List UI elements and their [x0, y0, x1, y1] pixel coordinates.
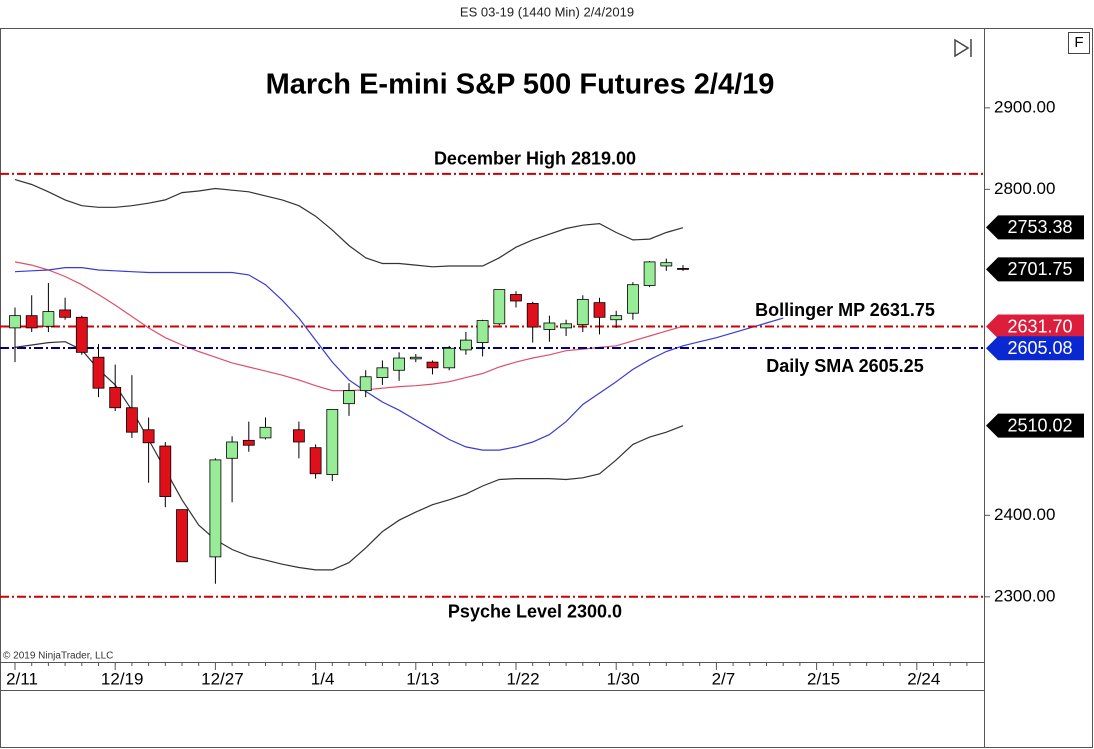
- credit: © 2019 NinjaTrader, LLC: [3, 651, 113, 662]
- candle-body: [510, 294, 522, 302]
- candle-body: [226, 441, 239, 459]
- candle-body: [9, 315, 21, 329]
- candle-body: [627, 284, 639, 314]
- candle-body: [493, 289, 506, 325]
- candle-body: [25, 315, 38, 329]
- candle-body: [443, 347, 456, 369]
- indicator-line: [14, 341, 684, 571]
- indicator-line: [14, 267, 784, 451]
- price-marker-label: 2631.70: [1007, 316, 1072, 336]
- candle-body: [543, 322, 556, 330]
- x-tick-label: 1/13: [406, 669, 439, 688]
- level-label: Psyche Level 2300.0: [448, 602, 622, 622]
- level-label: December High 2819.00: [434, 149, 636, 169]
- candle-body: [92, 356, 105, 389]
- candle-body: [610, 315, 623, 321]
- y-tick-label: 2900.00: [994, 97, 1055, 116]
- candle-body: [476, 320, 489, 343]
- x-tick-label: 12/27: [201, 669, 244, 688]
- candle-body: [75, 316, 88, 353]
- price-marker: [986, 413, 1084, 438]
- candle-body: [593, 302, 606, 318]
- candle-body: [393, 357, 406, 371]
- x-tick-label: 12/19: [101, 669, 144, 688]
- chart-header: ES 03-19 (1440 Min) 2/4/2019: [460, 4, 634, 19]
- candle-body: [309, 447, 322, 475]
- candle-body: [376, 367, 389, 378]
- y-tick-label: 2300.00: [994, 586, 1055, 605]
- candle-body: [677, 267, 689, 270]
- price-marker: [986, 215, 1084, 240]
- candle-body: [176, 509, 188, 563]
- candle-body: [660, 262, 673, 267]
- candle-body: [292, 429, 305, 443]
- level-label: Daily SMA 2605.25: [766, 356, 923, 376]
- candle-body: [643, 261, 656, 286]
- price-marker-label: 2701.75: [1007, 259, 1072, 279]
- level-label: Bollinger MP 2631.75: [755, 300, 935, 320]
- candle-body: [343, 390, 355, 405]
- candle-body: [242, 439, 255, 446]
- candle-body: [576, 298, 589, 326]
- candle-body: [259, 426, 272, 439]
- x-tick-label: 2/7: [712, 669, 736, 688]
- price-marker-label: 2753.38: [1007, 217, 1072, 237]
- x-tick-label: 2/24: [907, 669, 940, 688]
- indicator-line: [14, 179, 684, 268]
- f-button[interactable]: [1068, 32, 1090, 54]
- candle-body: [209, 459, 222, 558]
- price-marker: [986, 257, 1084, 282]
- x-tick-label: 2/15: [807, 669, 840, 688]
- candle-body: [526, 303, 539, 328]
- price-marker: [986, 336, 1084, 361]
- x-tick-label: 2/11: [6, 669, 38, 688]
- candle-body: [42, 311, 55, 327]
- candle-body: [426, 361, 439, 369]
- candle-body: [159, 445, 172, 497]
- y-tick-label: 2800.00: [994, 179, 1055, 198]
- play-icon: [954, 38, 970, 58]
- candle-body: [459, 339, 472, 351]
- price-marker-label: 2510.02: [1007, 415, 1072, 435]
- price-marker: [986, 314, 1084, 339]
- candle-body: [142, 429, 155, 444]
- scroll-end-button[interactable]: [954, 38, 972, 58]
- candle-body: [409, 356, 422, 360]
- candle-body: [109, 386, 122, 409]
- x-tick-label: 1/4: [311, 669, 335, 688]
- f-button-label[interactable]: F: [1074, 34, 1083, 51]
- x-tick-label: 1/30: [607, 669, 640, 688]
- chart-title: March E-mini S&P 500 Futures 2/4/19: [266, 69, 775, 101]
- candle-body: [359, 376, 372, 392]
- y-tick-label: 2400.00: [994, 505, 1055, 524]
- candle-body: [126, 407, 138, 433]
- candle-body: [560, 323, 572, 329]
- price-marker-label: 2605.08: [1007, 338, 1072, 358]
- candle-body: [59, 309, 71, 318]
- chart-frame: [0, 28, 1093, 748]
- candle-body: [326, 408, 339, 475]
- x-tick-label: 1/22: [506, 669, 539, 688]
